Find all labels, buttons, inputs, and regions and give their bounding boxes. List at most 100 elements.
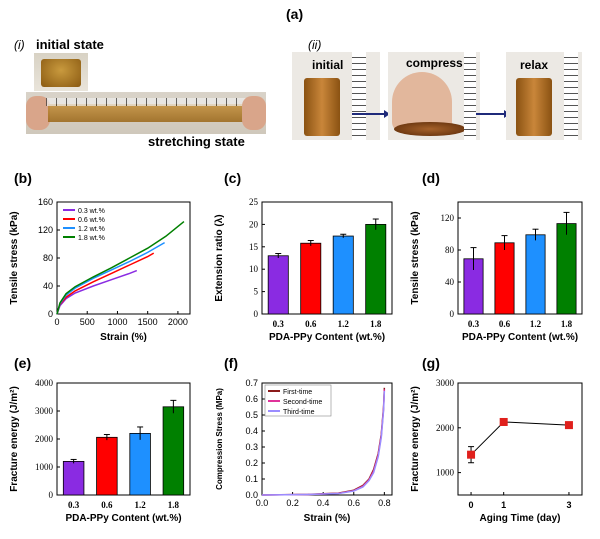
y-tick-label-e: 3000: [35, 406, 54, 416]
bar-e-3: [162, 406, 185, 496]
x-tick-label-c-1: 0.6: [305, 319, 317, 329]
y-axis-label-c: Extension ratio (λ): [214, 214, 225, 301]
arrow-to-relax-icon: [476, 113, 506, 115]
legend-label-f-2: Third-time: [283, 409, 315, 416]
y-tick-label-c: 0: [254, 309, 259, 319]
bar-e-2: [129, 432, 151, 496]
data-point-g-2: [564, 421, 573, 430]
plot-frame-g: [457, 382, 583, 496]
y-tick-label-d: 120: [441, 213, 455, 223]
bar-c-0: [267, 255, 289, 315]
x-axis-label-d: PDA-PPy Content (wt.%): [462, 332, 578, 343]
y-tick-label-c: 10: [249, 264, 259, 274]
y-tick-label-c: 15: [249, 242, 259, 252]
x-axis-label-g: Aging Time (day): [480, 513, 561, 524]
photo-label-ii: (ii): [308, 38, 322, 52]
x-tick-label-d-0: 0.3: [468, 319, 480, 329]
y-tick-label-d: 0: [450, 309, 455, 319]
gel-compressed-photo: [388, 52, 480, 140]
series-line-b-0: [56, 269, 138, 315]
x-tick-label-c-0: 0.3: [273, 319, 285, 329]
legend-label-b-0: 0.3 wt.%: [78, 208, 105, 215]
series-line-f-2: [261, 390, 386, 496]
legend-label-f-0: First-time: [283, 389, 312, 396]
x-tick-label-e-2: 1.2: [135, 500, 147, 510]
y-tick-label-f: 0.5: [245, 410, 258, 420]
y-tick-label-d: 40: [445, 277, 455, 287]
x-tick-label-e-0: 0.3: [68, 500, 80, 510]
y-axis-label-f: Compression Stress (MPa): [215, 388, 224, 490]
x-tick-label-c-2: 1.2: [338, 319, 350, 329]
y-tick-label-g: 2000: [436, 423, 455, 433]
legend-label-b-3: 1.8 wt.%: [78, 235, 105, 242]
data-point-g-1: [499, 417, 508, 426]
x-tick-label-d-2: 1.2: [530, 319, 542, 329]
photo-compress-label: compress: [406, 56, 463, 70]
panel-label-g: (g): [422, 355, 440, 371]
x-tick-label-e-3: 1.8: [168, 500, 180, 510]
series-line-b-1: [56, 252, 155, 315]
x-tick-label-f: 0.4: [317, 498, 330, 508]
photo-relax-label: relax: [520, 58, 549, 72]
x-tick-label-d-3: 1.8: [561, 319, 573, 329]
x-tick-label-d-1: 0.6: [499, 319, 511, 329]
legend-label-b-1: 0.6 wt.%: [78, 217, 105, 224]
y-axis-label-d: Tensile stress (kPa): [410, 211, 421, 304]
x-tick-label-b: 2000: [168, 317, 188, 327]
photo-initial-state-label: initial state: [36, 37, 104, 52]
plot-frame-c: [261, 201, 393, 315]
y-axis-label-b: Tensile stress (kPa): [9, 211, 20, 304]
y-axis-label-g: Fracture energy (J/m²): [410, 386, 421, 492]
bar-d-1: [494, 242, 515, 315]
arrow-to-compress-head-icon: [384, 110, 390, 118]
bar-c-3: [365, 223, 387, 315]
y-tick-label-c: 20: [249, 219, 259, 229]
y-tick-label-g: 1000: [436, 468, 455, 478]
panel-label-e: (e): [14, 355, 32, 371]
gel-initial-photo: [34, 53, 88, 91]
x-tick-label-e-1: 0.6: [101, 500, 113, 510]
plot-frame-b: [56, 201, 191, 315]
y-tick-label-f: 0.3: [245, 442, 258, 452]
photo-stretching-state-label: stretching state: [148, 134, 245, 149]
x-tick-label-g-2: 3: [566, 500, 571, 510]
bar-d-2: [525, 234, 546, 315]
y-tick-label-f: 0.1: [245, 474, 258, 484]
gel-initial-cylinder-photo: [292, 52, 380, 140]
series-line-b-2: [56, 241, 165, 315]
panel-label-b: (b): [14, 170, 32, 186]
panel-label-d: (d): [422, 170, 440, 186]
x-tick-label-b: 500: [80, 317, 95, 327]
x-tick-label-g-0: 0: [469, 500, 474, 510]
y-tick-label-b: 40: [43, 281, 53, 291]
y-tick-label-c: 25: [249, 197, 259, 207]
y-tick-label-f: 0.7: [245, 378, 258, 388]
plot-frame-f: [261, 382, 393, 496]
y-tick-label-e: 1000: [35, 462, 54, 472]
bar-e-0: [62, 460, 85, 496]
x-tick-label-c-3: 1.8: [370, 319, 382, 329]
x-tick-label-b: 1500: [138, 317, 158, 327]
y-tick-label-e: 2000: [35, 434, 54, 444]
y-axis-label-e: Fracture energy (J/m²): [9, 386, 20, 492]
y-tick-label-b: 80: [43, 253, 53, 263]
y-tick-label-c: 5: [254, 287, 259, 297]
y-tick-label-b: 0: [48, 309, 53, 319]
x-tick-label-f: 0.8: [378, 498, 391, 508]
arrow-to-compress-icon: [352, 113, 386, 115]
y-tick-label-f: 0.6: [245, 394, 258, 404]
legend-label-b-2: 1.2 wt.%: [78, 226, 105, 233]
y-tick-label-f: 0.4: [245, 426, 258, 436]
x-tick-label-b: 0: [54, 317, 59, 327]
x-tick-label-b: 1000: [107, 317, 127, 327]
x-tick-label-g-1: 1: [501, 500, 506, 510]
x-tick-label-f: 0.6: [348, 498, 361, 508]
x-axis-label-b: Strain (%): [100, 332, 147, 343]
panel-label-a: (a): [286, 6, 304, 22]
y-tick-label-e: 0: [49, 490, 54, 500]
y-tick-label-f: 0.2: [245, 458, 258, 468]
y-tick-label-g: 3000: [436, 378, 455, 388]
plot-frame-d: [457, 201, 583, 315]
x-axis-label-f: Strain (%): [304, 513, 351, 524]
